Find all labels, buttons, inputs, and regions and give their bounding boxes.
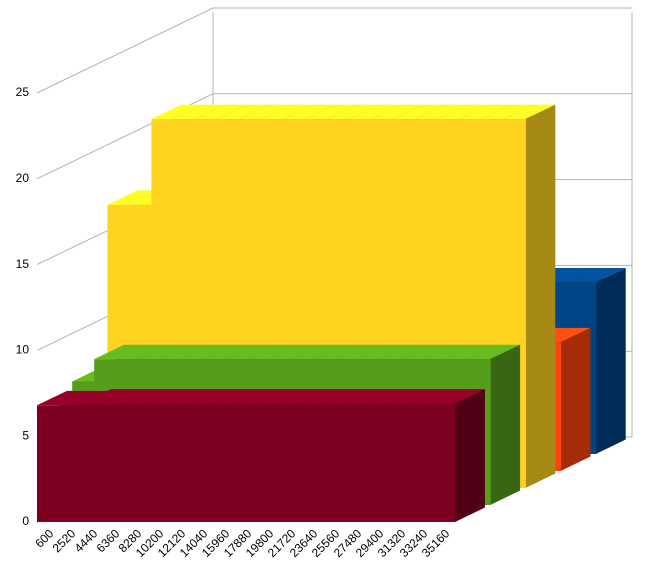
bar-top [503,104,556,120]
bar-top [358,344,411,360]
bar-top [213,389,265,404]
bar-side [455,389,485,522]
bar-top [551,267,604,283]
bar-top [573,267,626,283]
bar [389,403,412,522]
bar-top [103,389,155,404]
y-tick-label: 15 [16,257,30,271]
bar-top [424,344,477,360]
x-tick-label: 4440 [72,526,101,555]
bar-top [248,344,301,360]
bar [235,403,258,522]
bar [323,403,346,522]
bar-top [239,104,292,120]
bar-top [261,104,314,120]
bar [279,403,302,522]
bar [103,403,126,522]
bar-top [191,389,243,404]
bar-top [349,104,402,120]
y-tick-label: 25 [16,85,30,99]
bar [213,403,236,522]
bar-top [446,344,499,360]
bar [345,403,368,522]
bar [191,403,214,522]
bar-top [81,389,133,404]
bar-top [481,104,534,120]
y-tick-label: 20 [16,171,30,185]
bar-top [116,344,169,360]
bar-top [94,344,147,360]
bar-side [490,344,521,505]
bar-top [204,344,257,360]
bar-top [283,104,336,120]
bar [411,403,434,522]
grid-line [36,7,632,94]
bar-side [595,267,626,454]
bar-top [389,389,441,404]
bar [59,405,82,522]
grid-line [36,93,632,180]
bar [257,403,280,522]
bar-top [217,104,270,120]
bar-top [415,104,468,120]
bar-top [169,389,221,404]
bar-top [314,344,367,360]
bar-top [323,389,375,404]
bar-top [195,104,248,120]
bar-side [560,327,591,471]
bar [367,403,390,522]
bar [37,405,60,522]
bar-top [367,389,419,404]
bar-top [257,389,309,404]
bar-top [107,190,160,205]
bar-side [525,104,556,489]
bar [169,403,192,522]
x-tick-label: 2520 [50,526,79,555]
bar-top [125,389,177,404]
bar-top [305,104,358,120]
bar-top [459,104,512,120]
bar-top [301,389,353,404]
bar-top [327,104,380,120]
bar-top [336,344,389,360]
bar-top [411,389,463,404]
bar-top [468,344,521,360]
bar [81,403,104,522]
bar-top [226,344,279,360]
bar-top [371,104,424,120]
y-tick-label: 5 [22,428,29,442]
bar-top [151,104,204,120]
y-tick-label: 10 [16,343,30,357]
bar-top [393,104,446,120]
bar-top [270,344,323,360]
x-tick-label: 6360 [94,526,123,555]
bar-top [173,104,226,120]
bar [301,403,324,522]
bar [125,403,148,522]
bar-top [235,389,287,404]
bar-top [292,344,345,360]
bar-top [380,344,433,360]
bar-top [160,344,213,360]
bar [147,403,170,522]
bar-top [402,344,455,360]
bar [433,403,456,522]
bar-top [345,389,397,404]
bar-top [147,389,199,404]
bar-top [59,390,111,406]
bar-top [138,344,191,360]
bar-top [279,389,331,404]
bar-top [437,104,490,120]
y-tick-label: 0 [22,514,29,528]
bar-top [433,389,485,404]
bar-top [37,390,89,406]
bar-top [182,344,235,360]
